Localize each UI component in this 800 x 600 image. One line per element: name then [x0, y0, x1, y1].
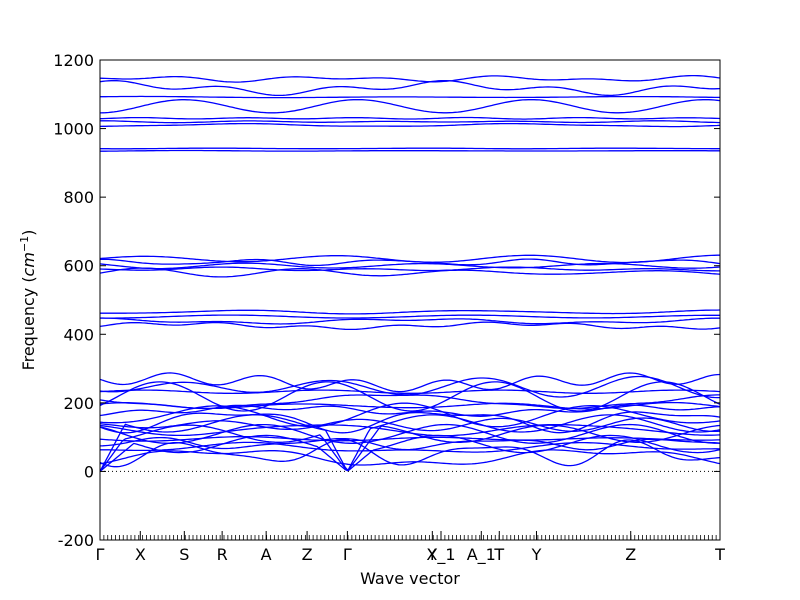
y-tick-label: 200: [63, 394, 94, 413]
optical-band: [100, 423, 720, 437]
y-tick-label: 1200: [53, 51, 94, 70]
acoustic-band: [100, 414, 720, 472]
phonon-bands: [100, 74, 720, 472]
optical-band: [100, 404, 720, 417]
x-tick-label: X: [135, 545, 146, 564]
x-axis-label: Wave vector: [360, 569, 460, 588]
band-440-band: [100, 321, 720, 331]
optical-band: [100, 402, 720, 428]
optical-band: [100, 436, 720, 451]
optical-band: [100, 381, 720, 412]
x-axis-ticks: Γ X S R A Z Γ YX_1 A_1T Y Z T: [96, 531, 725, 565]
band-1020-band: [100, 120, 720, 124]
band-440-band: [100, 309, 720, 315]
band-1100-band: [100, 95, 720, 99]
x-tick-label: Y: [426, 545, 437, 564]
y-tick-label: 400: [63, 325, 94, 344]
optical-band: [100, 372, 720, 393]
x-tick-label: T: [714, 545, 725, 564]
optical-band: [100, 389, 720, 395]
band-940-band: [100, 149, 720, 152]
y-axis-label: Frequency (cm−1): [18, 230, 38, 371]
y-axis-unit: cm: [19, 252, 38, 276]
y-axis-label-text: Frequency: [19, 288, 38, 371]
optical-band: [100, 417, 720, 433]
band-1100-band: [100, 98, 720, 114]
x-tick-label: S: [179, 545, 189, 564]
y-tick-label: 600: [63, 257, 94, 276]
band-1100-band: [100, 79, 720, 97]
x-tick-label: Y: [531, 545, 542, 564]
plot-frame: [99, 59, 721, 541]
band-600-band: [100, 267, 720, 278]
band-600-band: [100, 266, 720, 272]
optical-band: [100, 375, 720, 399]
x-tick-label: T: [493, 545, 504, 564]
x-tick-label: Γ: [96, 545, 105, 564]
x-tick-label: Z: [625, 545, 636, 564]
optical-band: [100, 438, 720, 468]
optical-band: [100, 449, 720, 466]
x-tick-label: Z: [302, 545, 313, 564]
x-tick-label: X_1: [426, 545, 455, 565]
band-600-band: [100, 254, 720, 264]
optical-band: [100, 423, 720, 444]
x-tick-label: Γ: [343, 545, 352, 564]
y-tick-label: 800: [63, 188, 94, 207]
band-1020-band: [100, 116, 720, 120]
band-440-band: [100, 314, 720, 319]
y-axis-unit-exponent: −1: [18, 236, 31, 252]
x-tick-label: A_1: [467, 545, 496, 565]
y-tick-label: 0: [84, 462, 94, 481]
y-tick-label: -200: [58, 531, 94, 550]
y-axis-ticks: -200 0 200 400 600 800 1000 1200: [53, 51, 720, 550]
band-1020-band: [100, 122, 720, 128]
band-1100-band: [100, 74, 720, 83]
band-440-band: [100, 317, 720, 325]
y-tick-label: 1000: [53, 120, 94, 139]
x-tick-label: R: [217, 545, 228, 564]
x-tick-label: A: [261, 545, 272, 564]
band-940-band: [100, 147, 720, 150]
